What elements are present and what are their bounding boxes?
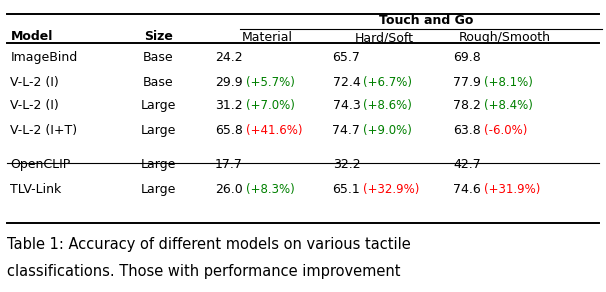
Text: 24.2: 24.2	[215, 51, 242, 64]
Text: Base: Base	[143, 51, 173, 64]
Text: (+8.3%): (+8.3%)	[245, 183, 295, 196]
Text: 29.9: 29.9	[215, 76, 242, 89]
Text: 74.3: 74.3	[333, 99, 361, 112]
Text: Large: Large	[141, 183, 176, 196]
Text: Model: Model	[10, 29, 53, 43]
Text: (-6.0%): (-6.0%)	[484, 124, 527, 137]
Text: Large: Large	[141, 99, 176, 112]
Text: Large: Large	[141, 158, 176, 171]
Text: V-L-2 (I): V-L-2 (I)	[10, 76, 59, 89]
Text: (+41.6%): (+41.6%)	[245, 124, 302, 137]
Text: 78.2: 78.2	[453, 99, 481, 112]
Text: 63.8: 63.8	[453, 124, 481, 137]
Text: (+5.7%): (+5.7%)	[245, 76, 295, 89]
Text: 77.9: 77.9	[453, 76, 481, 89]
Text: (+6.7%): (+6.7%)	[364, 76, 412, 89]
Text: (+31.9%): (+31.9%)	[484, 183, 541, 196]
Text: 72.4: 72.4	[333, 76, 361, 89]
Text: 65.8: 65.8	[215, 124, 242, 137]
Text: (+9.0%): (+9.0%)	[364, 124, 412, 137]
Text: ImageBind: ImageBind	[10, 51, 78, 64]
Text: 74.7: 74.7	[333, 124, 361, 137]
Text: 65.1: 65.1	[333, 183, 361, 196]
Text: (+7.0%): (+7.0%)	[245, 99, 295, 112]
Text: 31.2: 31.2	[215, 99, 242, 112]
Text: 65.7: 65.7	[333, 51, 361, 64]
Text: (+8.4%): (+8.4%)	[484, 99, 533, 112]
Text: 42.7: 42.7	[453, 158, 481, 171]
Text: 69.8: 69.8	[453, 51, 481, 64]
Text: classifications. Those with performance improvement: classifications. Those with performance …	[7, 264, 401, 279]
Text: 74.6: 74.6	[453, 183, 481, 196]
Text: Hard/Soft: Hard/Soft	[355, 31, 414, 44]
Text: Touch and Go: Touch and Go	[379, 14, 474, 27]
Text: Table 1: Accuracy of different models on various tactile: Table 1: Accuracy of different models on…	[7, 237, 411, 252]
Text: Material: Material	[241, 31, 292, 44]
Text: V-L-2 (I): V-L-2 (I)	[10, 99, 59, 112]
Text: (+32.9%): (+32.9%)	[364, 183, 420, 196]
Text: 26.0: 26.0	[215, 183, 242, 196]
Text: OpenCLIP: OpenCLIP	[10, 158, 71, 171]
Text: V-L-2 (I+T): V-L-2 (I+T)	[10, 124, 78, 137]
Text: Large: Large	[141, 124, 176, 137]
Text: TLV-Link: TLV-Link	[10, 183, 62, 196]
Text: 32.2: 32.2	[333, 158, 361, 171]
Text: (+8.1%): (+8.1%)	[484, 76, 533, 89]
Text: (+8.6%): (+8.6%)	[364, 99, 412, 112]
Text: 17.7: 17.7	[215, 158, 242, 171]
Text: Rough/Smooth: Rough/Smooth	[459, 31, 551, 44]
Text: Base: Base	[143, 76, 173, 89]
Text: Size: Size	[144, 29, 173, 43]
